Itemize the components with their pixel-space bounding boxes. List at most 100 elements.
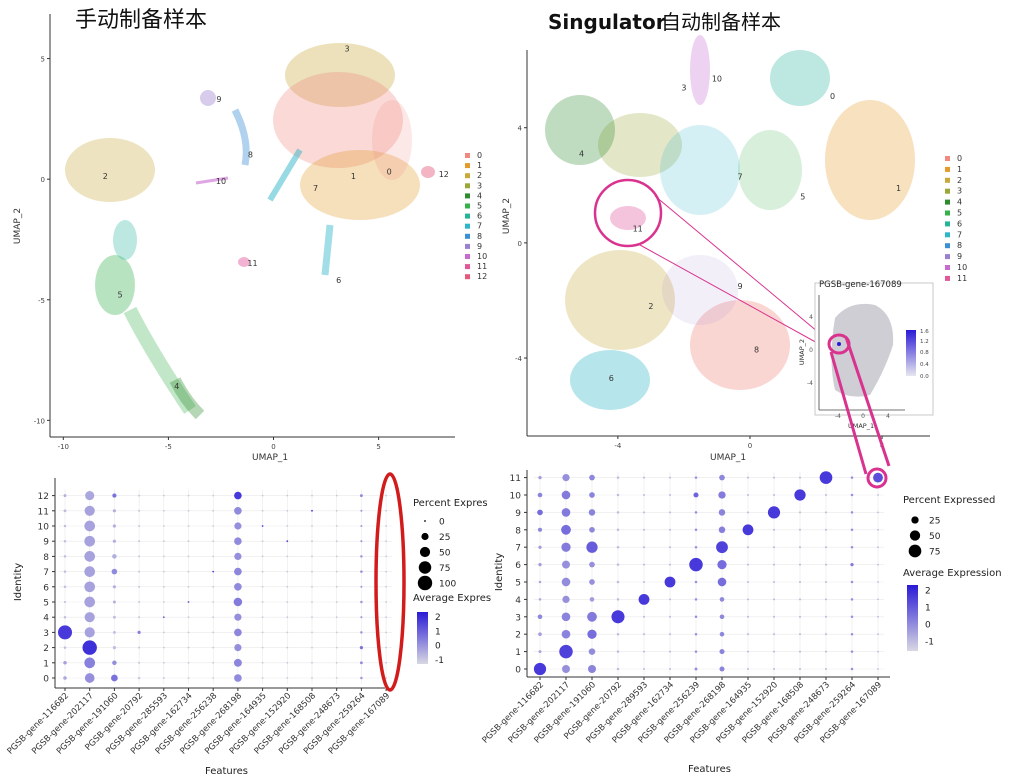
dot	[261, 525, 264, 527]
dot	[335, 661, 338, 664]
dot	[112, 660, 117, 666]
dot	[588, 665, 596, 673]
legend-label: 9	[957, 252, 962, 261]
dot	[335, 631, 338, 634]
y-tick-label: 9	[43, 538, 49, 548]
dot	[772, 546, 776, 549]
cluster-label: 0	[387, 167, 392, 176]
y-tick-label: 6	[43, 583, 49, 593]
dot	[234, 491, 242, 500]
dot	[718, 526, 726, 534]
percent-legend-title: Percent Expres	[413, 498, 488, 509]
dot	[261, 509, 264, 512]
percent-legend-label: 50	[929, 532, 941, 542]
dot	[538, 650, 542, 654]
dot	[746, 511, 750, 514]
dot	[261, 677, 264, 679]
dot	[877, 615, 879, 618]
left-dot-xticks: PGSB-gene-116682PGSB-gene-202117PGSB-gen…	[6, 688, 392, 757]
y-tick-label: 0	[518, 240, 522, 248]
left-umap-ticks: -10 -5 0 5 -10 -5 0 5	[34, 56, 381, 451]
y-tick-label: 4	[518, 125, 523, 133]
cluster-label: 7	[738, 173, 743, 182]
dot	[57, 625, 73, 640]
dot	[824, 528, 828, 531]
dot	[335, 494, 338, 497]
dot	[234, 674, 242, 682]
percent-legend-dot	[417, 575, 433, 591]
dot	[138, 585, 141, 588]
dot	[187, 585, 190, 588]
legend-label: 6	[477, 212, 482, 221]
dot	[311, 494, 313, 497]
cluster-label: 11	[247, 259, 257, 268]
cluster-label: 9	[216, 95, 221, 104]
dot	[561, 629, 571, 639]
dot	[850, 650, 854, 653]
cluster-label: 12	[439, 170, 449, 179]
percent-legend-title: Percent Expressed	[903, 495, 995, 506]
cluster-label: 1	[351, 172, 356, 181]
cluster-label: 4	[174, 382, 179, 391]
dot	[718, 509, 726, 516]
dot	[538, 598, 542, 601]
legend-swatch	[465, 163, 470, 169]
dot	[794, 489, 806, 501]
right-umap-cluster-labels: 0 1 2 3 4 5 6 7 8 9 10 11	[579, 75, 901, 383]
cluster-label: 1	[896, 184, 901, 193]
dot	[717, 577, 727, 587]
inset-legend-label: 0.8	[920, 350, 929, 356]
avg-legend-tick: 2	[925, 587, 931, 597]
dot	[311, 570, 313, 573]
dot	[537, 614, 543, 620]
legend-swatch	[945, 156, 950, 161]
dot	[84, 520, 96, 532]
cluster-label: 10	[216, 177, 226, 186]
dot	[537, 492, 543, 498]
dot	[538, 562, 542, 567]
legend-label: 11	[477, 262, 487, 271]
avg-legend-tick: 0	[435, 642, 441, 652]
dot	[798, 598, 802, 601]
dot	[537, 527, 543, 532]
dot	[589, 561, 595, 568]
y-tick-label: 12	[38, 492, 49, 502]
legend-swatch	[465, 223, 470, 229]
dot	[138, 616, 141, 619]
dot	[335, 540, 338, 543]
dot	[642, 511, 646, 514]
dot	[877, 598, 879, 601]
legend-swatch	[945, 275, 950, 281]
y-tick-label: 0	[41, 176, 45, 184]
dot	[717, 559, 727, 570]
avg-legend-tick: 2	[435, 613, 441, 623]
dot	[772, 598, 776, 601]
dot	[261, 494, 264, 497]
cluster-label: 6	[336, 276, 341, 285]
x-tick-label: -5	[165, 443, 172, 451]
dot	[63, 676, 67, 680]
percent-legend-label: 25	[929, 517, 940, 527]
dot	[311, 601, 313, 603]
dot	[261, 616, 264, 619]
dot	[187, 631, 190, 634]
right-dot-yticks: 0 1 2 3 4 5 6 7 8 9 10 11	[510, 474, 527, 676]
dot	[187, 525, 190, 527]
left-umap-ylabel: UMAP_2	[13, 208, 23, 244]
legend-label: 2	[957, 176, 962, 185]
dot	[824, 546, 828, 549]
dot	[63, 585, 67, 589]
dot	[746, 563, 750, 566]
dot	[335, 616, 338, 619]
dot	[187, 616, 190, 619]
dot	[668, 650, 672, 653]
dot	[694, 511, 698, 514]
legend-label: 1	[957, 165, 962, 174]
dot	[234, 567, 242, 576]
dot	[335, 509, 338, 512]
inset-xtick-label: 4	[886, 413, 890, 420]
avg-legend-tick: 0	[925, 620, 931, 630]
dot	[689, 557, 703, 572]
